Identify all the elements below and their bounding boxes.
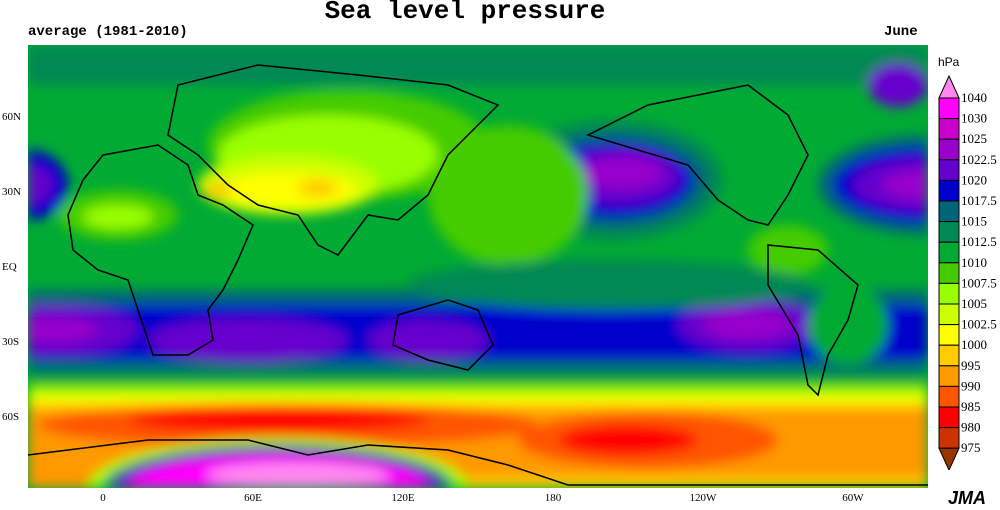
lon-label: 120W [689, 492, 717, 504]
legend-label: 975 [961, 440, 981, 455]
lat-label: 60N [2, 111, 21, 123]
legend-label: 1010 [961, 255, 987, 270]
legend-swatch [938, 118, 960, 140]
legend-label: 1000 [961, 337, 987, 352]
legend-swatch [938, 262, 960, 284]
legend-arrow-bottom [938, 447, 960, 470]
legend-swatch [938, 385, 960, 408]
legend-label: 1022.5 [961, 152, 997, 167]
legend-label: 1012.5 [961, 234, 997, 249]
legend-swatch [938, 344, 960, 367]
legend-swatch [938, 97, 960, 120]
legend-label: 1002.5 [961, 317, 997, 332]
legend-label: 1015 [961, 214, 987, 229]
lon-label: 180 [544, 492, 562, 504]
legend-swatch [938, 138, 960, 161]
month-label: June [884, 24, 918, 40]
period-label: average (1981-2010) [28, 24, 188, 40]
legend-label: 990 [961, 378, 981, 393]
pressure-map [28, 45, 928, 488]
legend-swatch [938, 241, 960, 264]
lat-label: 30N [2, 186, 21, 198]
legend-swatch [938, 365, 960, 387]
legend-swatch [938, 427, 960, 449]
map-title: Sea level pressure [324, 0, 606, 26]
legend-label: 1007.5 [961, 275, 997, 290]
legend-unit: hPa [938, 55, 960, 69]
legend-label: 1025 [961, 131, 987, 146]
legend-swatch [938, 221, 960, 243]
lon-label: 120E [391, 492, 415, 504]
legend-swatch [938, 200, 960, 223]
legend-label: 1020 [961, 172, 987, 187]
legend-label: 1017.5 [961, 193, 997, 208]
legend-label: 985 [961, 399, 981, 414]
lon-label: 60W [842, 492, 864, 504]
lat-label: 60S [2, 411, 20, 423]
legend-swatch [938, 303, 960, 326]
colorbar-legend: 1040 1030 1025 1022.5 1020 1017.5 1015 1012.5 10… [938, 74, 997, 470]
lon-label: 0 [100, 492, 106, 504]
legend-swatch [938, 179, 960, 202]
lat-label: EQ [2, 261, 17, 273]
legend-label: 1030 [961, 111, 987, 126]
legend-swatch [938, 282, 960, 305]
legend-swatch [938, 324, 960, 346]
legend-label: 995 [961, 358, 981, 373]
legend-label: 1040 [961, 90, 987, 105]
coastlines [28, 64, 928, 486]
legend-label: 1005 [961, 296, 987, 311]
lon-label: 60E [244, 492, 262, 504]
legend-arrow-top [938, 74, 960, 99]
legend-swatch [938, 159, 960, 181]
jma-logo: JMA [948, 488, 987, 508]
lat-label: 30S [2, 336, 20, 348]
legend-label: 980 [961, 420, 981, 435]
legend-swatch [938, 406, 960, 429]
